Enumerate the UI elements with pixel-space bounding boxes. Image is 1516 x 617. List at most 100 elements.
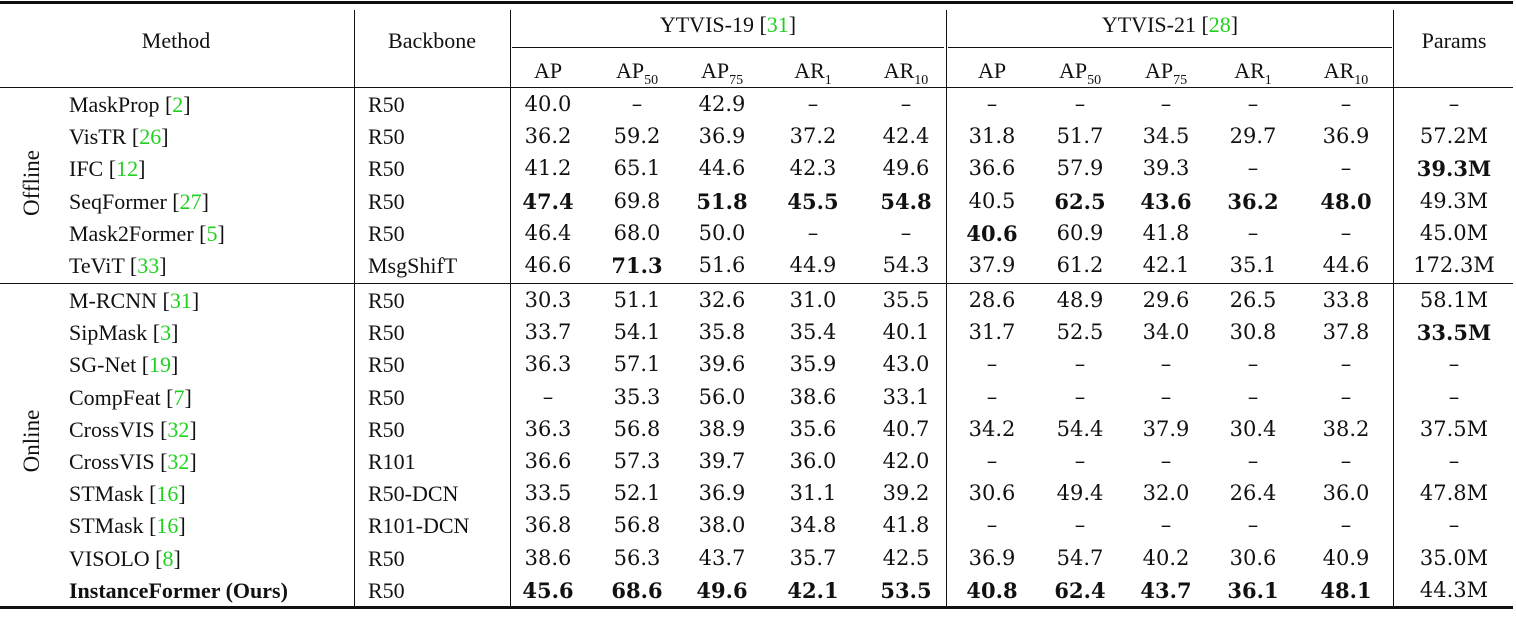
y19-value-cell: 34.8 [789, 513, 837, 538]
metric-base: AR [883, 58, 915, 83]
metric-subscript: 1 [824, 73, 832, 88]
y21-value-cell: – [1340, 449, 1352, 473]
citation-link[interactable]: 16 [156, 513, 179, 539]
params-cell: 37.5M [1419, 416, 1489, 441]
y19-value-cell: 43.7 [698, 545, 746, 570]
method-cell: IFC [12] [69, 152, 145, 185]
y19-value-cell: 36.2 [524, 124, 572, 149]
bracket: [ [126, 124, 140, 150]
y21-value-cell: 49.4 [1056, 481, 1104, 506]
y21-value-cell: 32.0 [1142, 481, 1190, 506]
y21-value-cell: 51.7 [1056, 124, 1104, 149]
y19-value-cell: 35.6 [789, 416, 837, 441]
bracket: ] [183, 92, 191, 117]
bracket: ] [189, 416, 197, 442]
y21-value-cell: 36.9 [968, 545, 1016, 570]
params-cell: – [1448, 352, 1460, 377]
citation-link[interactable]: 33 [137, 253, 160, 278]
y21-value-cell: 36.0 [1322, 481, 1370, 506]
y21-value-cell: – [986, 384, 998, 409]
backbone-cell: R50-DCN [368, 481, 459, 507]
metric-base: AP [533, 58, 563, 83]
header-cmidrule-ytvis21 [948, 47, 1392, 48]
citation-link[interactable]: 19 [149, 352, 172, 378]
params-cell: 35.0M [1419, 545, 1489, 570]
y19-value-cell: 54.8 [880, 188, 932, 214]
citation-link[interactable]: 31 [169, 288, 192, 313]
y19-value-cell: 50.0 [698, 220, 746, 245]
citation-link[interactable]: 12 [116, 156, 139, 182]
y19-value-cell: 51.8 [696, 188, 748, 214]
backbone-cell: R50 [368, 220, 405, 246]
y19-value-cell: 36.8 [524, 513, 572, 538]
citation-link[interactable]: 27 [179, 188, 202, 214]
bracket: [ [143, 481, 157, 507]
metric-subscript: 1 [1264, 73, 1272, 88]
y21-value-cell: – [1247, 352, 1259, 377]
y19-value-cell: – [631, 92, 643, 116]
citation-link[interactable]: 32 [167, 449, 190, 474]
method-cell: InstanceFormer (Ours) [69, 574, 288, 607]
y19-value-cell: 40.1 [882, 320, 930, 345]
citation-link[interactable]: 5 [206, 220, 218, 246]
vline-ytvis21-params [1393, 10, 1394, 606]
params-cell: 49.3M [1419, 188, 1489, 213]
method-cell: TeViT [33] [69, 249, 167, 282]
y21-value-cell: 34.2 [968, 416, 1016, 441]
citation-link[interactable]: 8 [162, 545, 174, 571]
y19-value-cell: 65.1 [613, 156, 661, 181]
bracket: ] [201, 188, 209, 214]
ytvis19-metric-header: AP75 [682, 54, 762, 88]
method-cell: CrossVIS [32] [69, 445, 197, 478]
citation-link[interactable]: 16 [156, 481, 179, 507]
y21-value-cell: 33.8 [1322, 288, 1370, 312]
citation-link[interactable]: 26 [139, 124, 162, 150]
backbone-cell: R101 [368, 449, 416, 474]
method-name: TeViT [69, 253, 125, 278]
bracket: [ [147, 320, 161, 346]
method-cell: MaskProp [2] [69, 88, 191, 121]
y19-value-cell: 42.3 [789, 156, 837, 181]
y19-value-cell: 33.7 [524, 320, 572, 345]
metric-subscript: 75 [1173, 73, 1188, 88]
params-cell: 33.5M [1416, 320, 1492, 346]
y19-value-cell: 41.8 [882, 513, 930, 538]
y21-value-cell: – [986, 92, 998, 116]
y21-value-cell: – [986, 513, 998, 538]
y19-value-cell: 52.1 [613, 481, 661, 506]
y19-value-cell: – [807, 220, 819, 245]
y19-value-cell: 44.6 [698, 156, 746, 181]
y19-value-cell: 35.5 [882, 288, 930, 312]
citation-link[interactable]: 32 [167, 416, 190, 442]
y19-value-cell: 56.0 [698, 384, 746, 409]
citation-link[interactable]: 3 [160, 320, 172, 346]
header-ytvis21-label: YTVIS-21 [ [1101, 12, 1209, 37]
y19-value-cell: 36.3 [524, 416, 572, 441]
y19-value-cell: 47.4 [522, 188, 574, 214]
params-cell: 45.0M [1419, 220, 1489, 245]
y19-value-cell: 68.6 [611, 577, 663, 603]
y19-value-cell: 36.9 [698, 124, 746, 149]
y21-value-cell: – [986, 352, 998, 377]
y21-value-cell: 38.2 [1322, 416, 1370, 441]
method-cell: STMask [16] [69, 509, 186, 542]
metric-subscript: 75 [729, 73, 744, 88]
y19-value-cell: 38.6 [524, 545, 572, 570]
citation-link[interactable]: 28 [1208, 12, 1231, 37]
bracket: ] [191, 288, 200, 313]
y21-value-cell: 26.5 [1229, 288, 1277, 312]
citation-link[interactable]: 2 [172, 92, 184, 117]
y19-value-cell: 42.5 [882, 545, 930, 570]
citation-link[interactable]: 7 [173, 384, 185, 410]
y19-value-cell: 35.8 [698, 320, 746, 345]
y21-value-cell: 36.6 [968, 156, 1016, 181]
citation-link[interactable]: 31 [766, 12, 789, 37]
y21-value-cell: – [1160, 384, 1172, 409]
params-cell: – [1448, 92, 1460, 116]
metric-base: AP [977, 58, 1007, 83]
metric-base: AR [1323, 58, 1355, 83]
backbone-cell: R101-DCN [368, 513, 470, 539]
y19-value-cell: 71.3 [611, 253, 663, 278]
backbone-cell: R50 [368, 188, 405, 214]
bracket: ] [161, 124, 169, 150]
